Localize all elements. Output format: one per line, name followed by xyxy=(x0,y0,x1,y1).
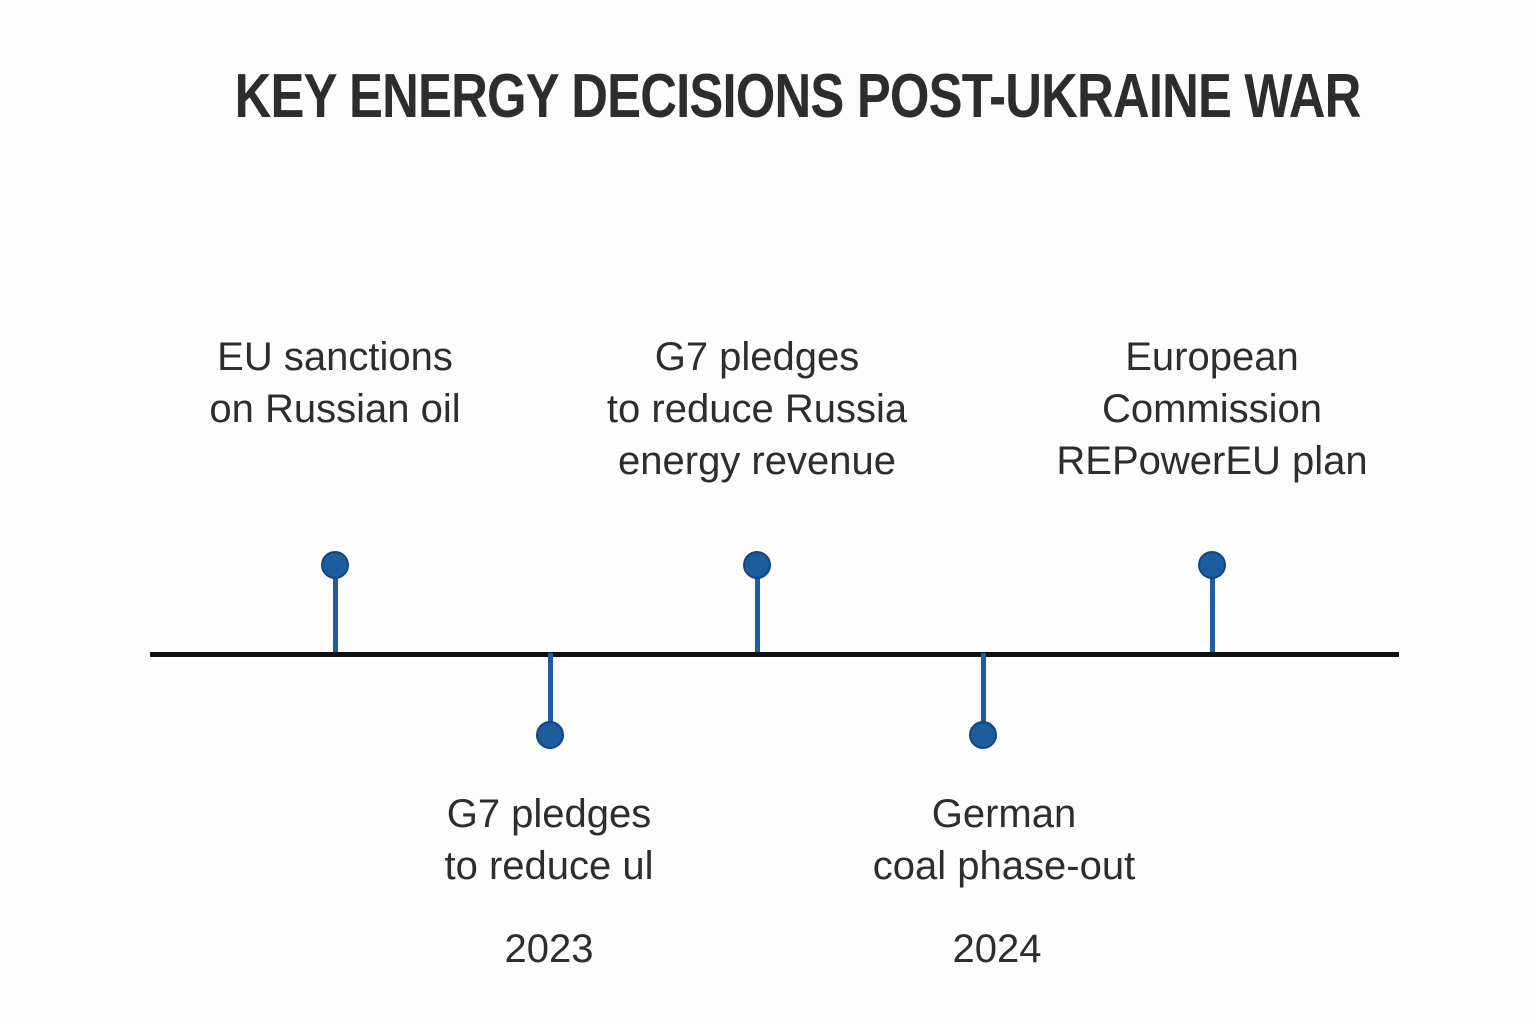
event-label: German coal phase-out xyxy=(744,788,1264,892)
event-marker-dot xyxy=(1198,551,1226,579)
event-stem xyxy=(754,565,760,652)
event-year: 2024 xyxy=(952,927,1042,971)
event-label-line: REPowerEU plan xyxy=(1056,439,1368,483)
event-marker-dot xyxy=(969,721,997,749)
event-label-line: to reduce ul xyxy=(444,844,654,888)
event-label-line: Commission xyxy=(1101,387,1323,431)
event-label-line: EU sanctions xyxy=(217,335,453,379)
event-year: 2023 xyxy=(504,927,594,971)
event-label-line: G7 pledges xyxy=(654,335,860,379)
event-label-line: on Russian oil xyxy=(209,387,461,431)
event-label-line: German xyxy=(931,792,1077,836)
event-label-line: coal phase-out xyxy=(872,844,1136,888)
page-title: KEY ENERGY DECISIONS POST-UKRAINE WAR xyxy=(60,62,1536,132)
event-label: G7 pledges to reduce ul xyxy=(289,788,809,892)
event-label: G7 pledges to reduce Russia energy revenue xyxy=(497,331,1017,487)
event-label: EU sanctions on Russian oil xyxy=(75,331,595,435)
event-stem xyxy=(980,653,986,735)
event-label-line: European xyxy=(1125,335,1299,379)
event-label: European Commission REPowerEU plan xyxy=(952,331,1472,487)
page-title-text: KEY ENERGY DECISIONS POST-UKRAINE WAR xyxy=(234,62,1362,131)
event-marker-dot xyxy=(536,721,564,749)
event-label-line: energy revenue xyxy=(618,439,896,483)
event-stem xyxy=(332,565,338,652)
timeline-axis xyxy=(150,652,1399,657)
event-marker-dot xyxy=(321,551,349,579)
event-label-line: G7 pledges xyxy=(446,792,652,836)
event-stem xyxy=(547,653,553,735)
event-stem xyxy=(1209,565,1215,652)
event-label-line: to reduce Russia xyxy=(606,387,908,431)
event-marker-dot xyxy=(743,551,771,579)
